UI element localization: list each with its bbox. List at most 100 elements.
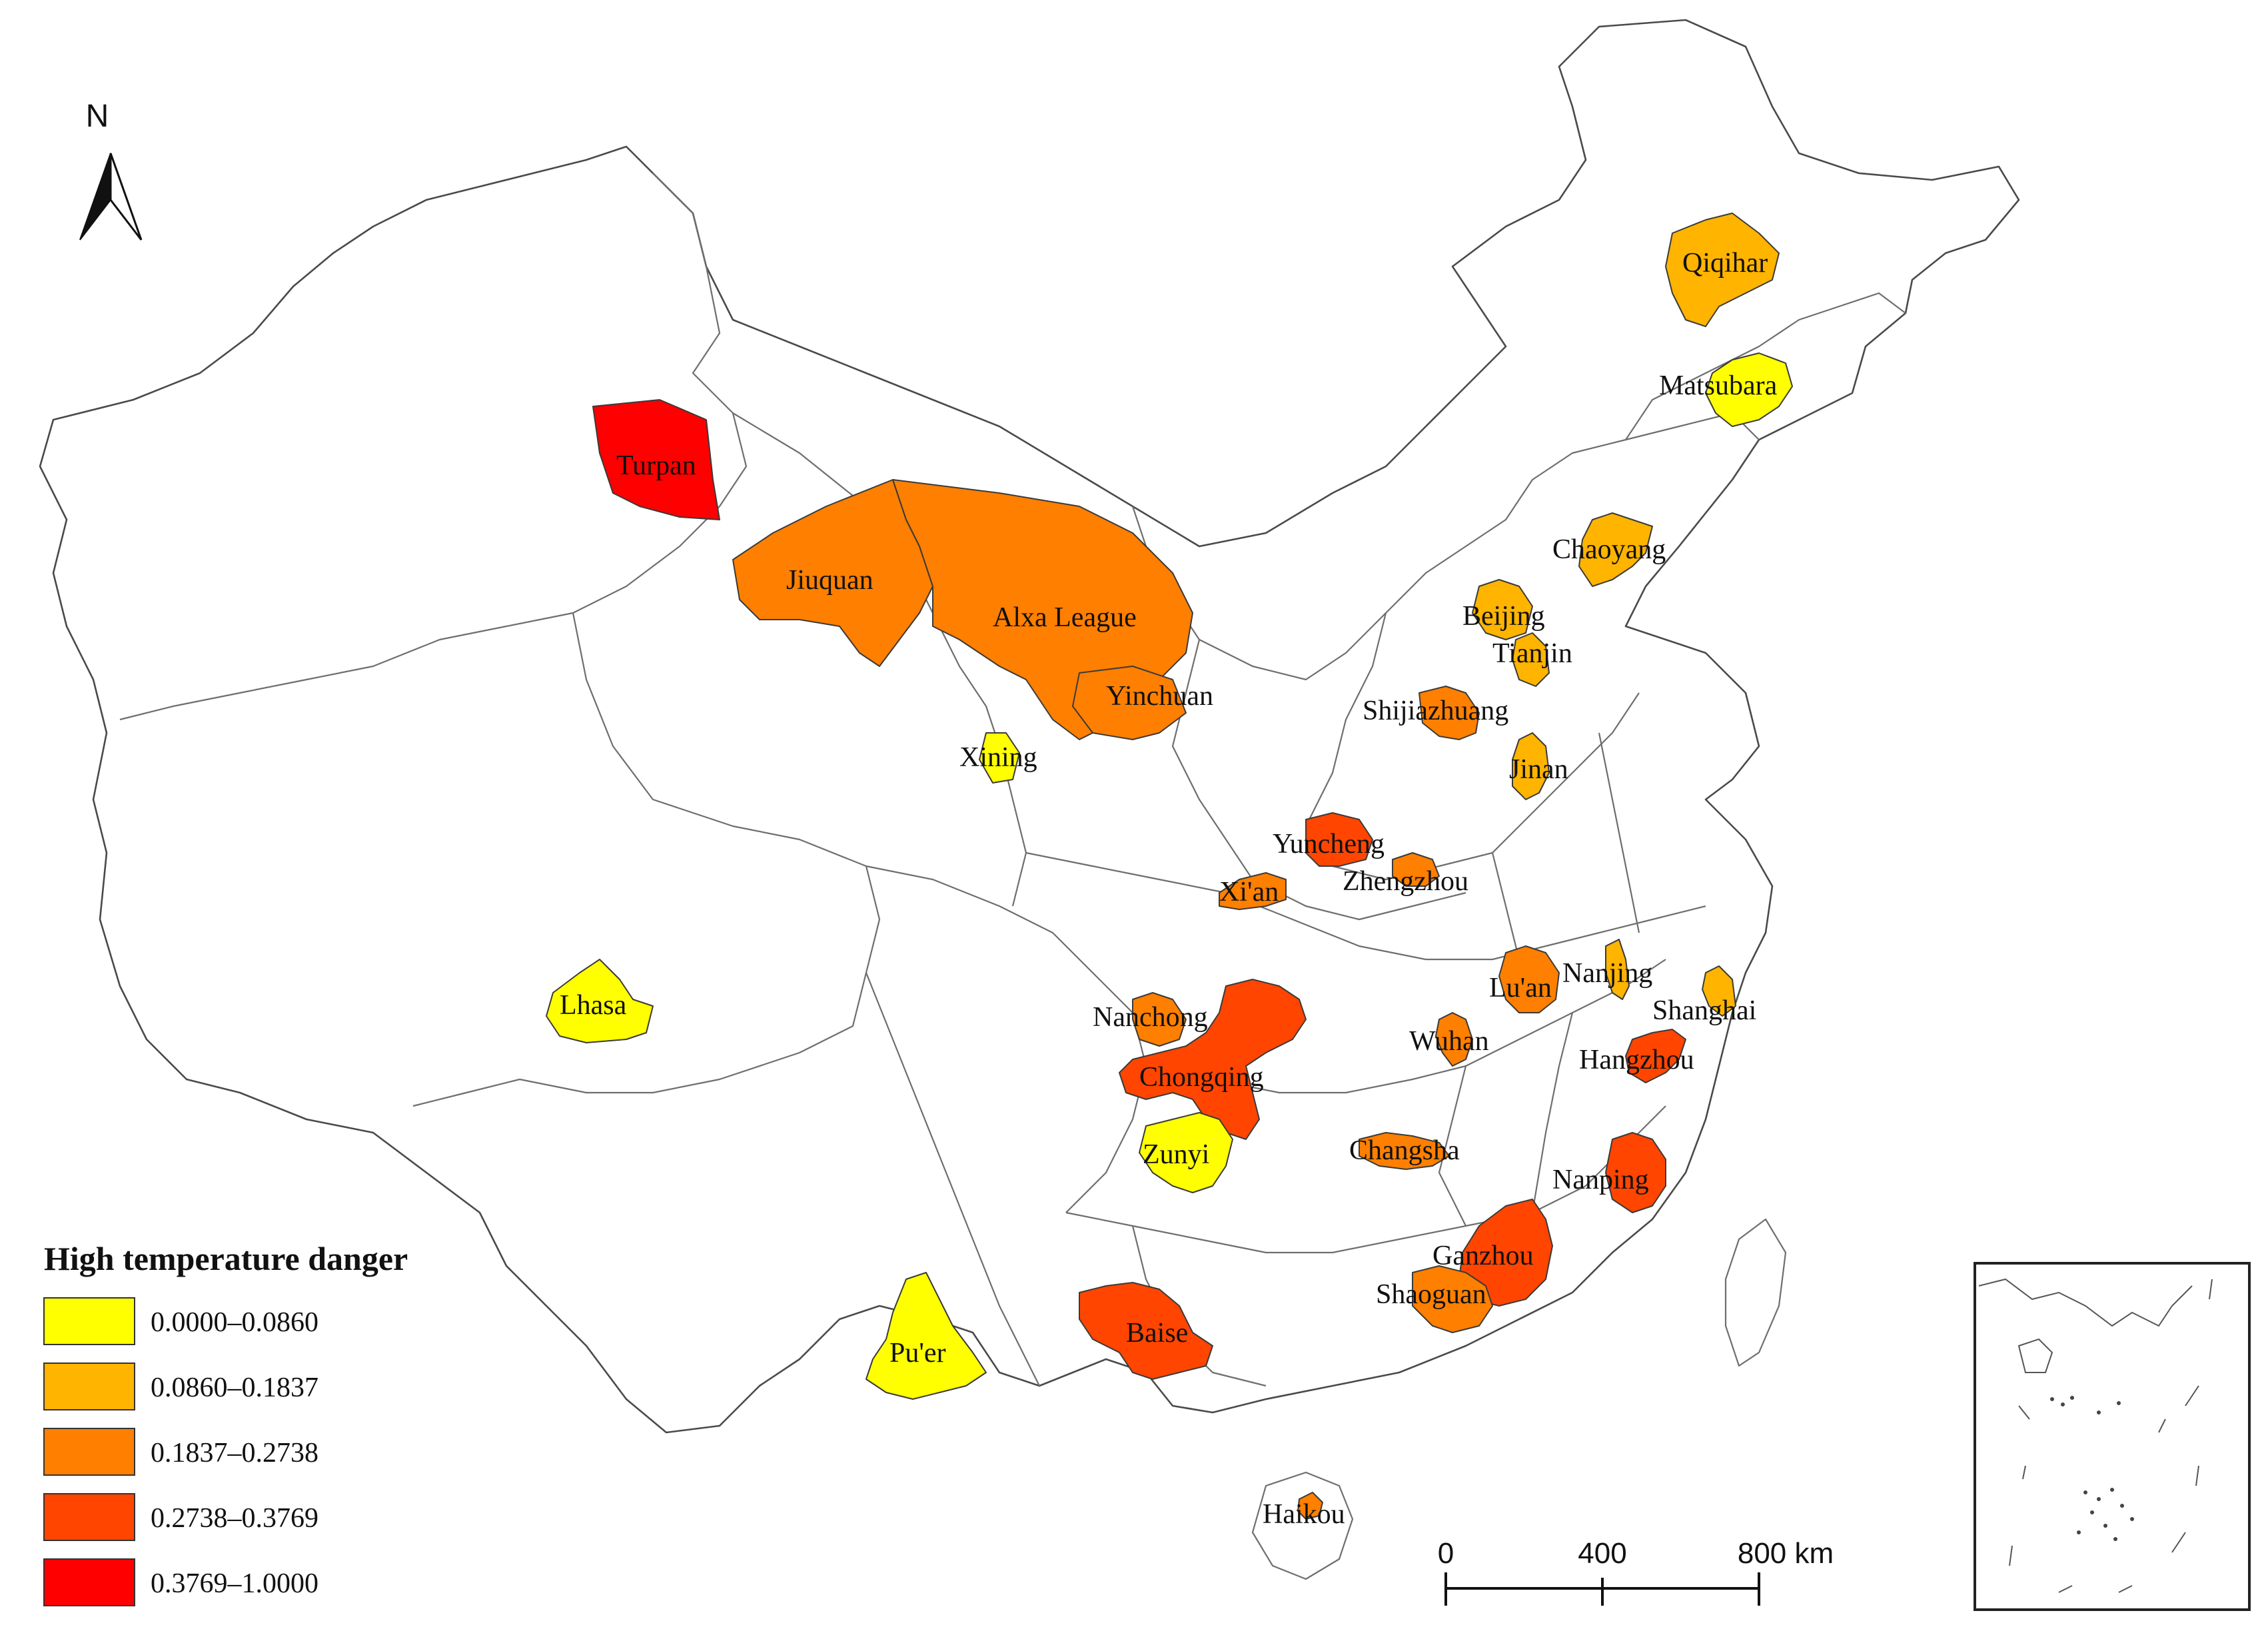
label-zhengzhou: Zhengzhou <box>1343 866 1468 897</box>
inset-frame <box>1974 1262 2251 1611</box>
region-yinchuan[interactable] <box>1072 666 1187 740</box>
label-xining: Xining <box>959 742 1037 773</box>
province-line-xinjiang-east <box>119 173 748 721</box>
province-line-central <box>1025 851 1706 961</box>
region-luan[interactable] <box>1498 945 1560 1013</box>
label-jiuquan: Jiuquan <box>786 565 873 596</box>
region-changsha[interactable] <box>1359 1132 1450 1170</box>
region-jiuquan[interactable] <box>732 479 933 667</box>
label-baise: Baise <box>1126 1318 1188 1349</box>
region-qiqihar[interactable] <box>1665 213 1780 327</box>
hainan-island <box>1251 1471 1354 1580</box>
inset-island-dots <box>2050 1396 2134 1541</box>
legend-swatch <box>43 1297 135 1345</box>
label-wuhan: Wuhan <box>1409 1026 1489 1057</box>
north-arrow-left-half <box>79 153 111 241</box>
legend-label: 0.2738–0.3769 <box>151 1503 318 1534</box>
label-nanjing: Nanjing <box>1562 958 1652 989</box>
scale-label-0: 0 <box>1438 1537 1454 1570</box>
region-puer[interactable] <box>865 1272 987 1400</box>
region-wuhan[interactable] <box>1435 1012 1473 1067</box>
legend-class-4: 0.3769–1.0000 <box>43 1558 318 1606</box>
label-alxa-league: Alxa League <box>993 602 1137 633</box>
region-baise[interactable] <box>1079 1282 1213 1380</box>
scale-label-400: 400 <box>1578 1537 1626 1570</box>
region-zunyi[interactable] <box>1139 1112 1233 1193</box>
region-matsubara[interactable] <box>1705 352 1793 427</box>
label-yinchuan: Yinchuan <box>1106 681 1213 712</box>
label-changsha: Changsha <box>1349 1135 1460 1166</box>
region-nanping[interactable] <box>1605 1132 1666 1213</box>
legend-swatch <box>43 1558 135 1606</box>
region-beijing[interactable] <box>1472 579 1533 640</box>
country-outline <box>39 19 2020 1434</box>
province-line-jiangxi-fujian <box>1438 1012 1574 1227</box>
north-arrow-label: N <box>86 99 109 134</box>
scale-label-800: 800 km <box>1738 1537 1834 1570</box>
region-zhengzhou[interactable] <box>1392 852 1440 887</box>
region-nanchong[interactable] <box>1132 992 1187 1047</box>
legend: High temperature danger 0.0000–0.0860 0.… <box>43 1240 408 1606</box>
legend-swatch <box>43 1363 135 1410</box>
label-tianjin: Tianjin <box>1492 638 1572 669</box>
label-shijiazhuang: Shijiazhuang <box>1363 696 1508 726</box>
region-nanjing[interactable] <box>1605 939 1630 1000</box>
province-line-sichuan <box>865 865 1147 1213</box>
region-lhasa[interactable] <box>546 959 654 1043</box>
label-chaoyang: Chaoyang <box>1552 534 1666 565</box>
region-shaoguan[interactable] <box>1412 1265 1493 1333</box>
region-shijiazhuang[interactable] <box>1418 686 1480 740</box>
region-xian[interactable] <box>1219 872 1287 910</box>
legend-label: 0.0860–0.1837 <box>151 1372 318 1403</box>
region-tianjin[interactable] <box>1512 632 1550 687</box>
region-yuncheng[interactable] <box>1305 812 1373 867</box>
province-line-qinghai-gansu <box>732 412 1027 907</box>
label-nanping: Nanping <box>1552 1165 1649 1195</box>
north-arrow-right-half <box>109 153 143 241</box>
legend-class-2: 0.1837–0.2738 <box>43 1428 318 1476</box>
city-regions <box>546 213 1793 1520</box>
province-line-south <box>1065 1105 1666 1254</box>
label-haikou: Haikou <box>1263 1499 1345 1530</box>
legend-class-1: 0.0860–0.1837 <box>43 1363 318 1410</box>
region-hangzhou[interactable] <box>1625 1029 1686 1083</box>
label-qiqihar: Qiqihar <box>1682 248 1768 278</box>
region-jinan[interactable] <box>1512 732 1550 800</box>
label-matsubara: Matsubara <box>1659 370 1778 401</box>
label-ganzhou: Ganzhou <box>1432 1241 1534 1271</box>
label-luan: Lu'an <box>1489 973 1552 1003</box>
scale-bar: 0 400 800 km <box>1438 1537 1834 1606</box>
region-turpan[interactable] <box>592 399 720 520</box>
city-labels: Turpan Jiuquan Alxa League Yinchuan Xini… <box>560 248 1778 1530</box>
label-xian: Xi'an <box>1219 877 1279 907</box>
label-lhasa: Lhasa <box>560 990 627 1021</box>
label-hangzhou: Hangzhou <box>1579 1045 1694 1075</box>
province-line-shanxi-shaanxi <box>1171 639 1466 921</box>
label-puer: Pu'er <box>889 1338 946 1368</box>
region-haikou[interactable] <box>1297 1492 1323 1520</box>
label-shanghai: Shanghai <box>1652 995 1756 1026</box>
legend-title: High temperature danger <box>44 1240 408 1277</box>
label-zunyi: Zunyi <box>1143 1139 1209 1170</box>
label-turpan: Turpan <box>616 450 696 481</box>
province-line-hebei <box>1305 612 1640 881</box>
province-line-yunnan-guangxi <box>865 972 1040 1386</box>
taiwan-island <box>1724 1218 1787 1367</box>
legend-label: 0.0000–0.0860 <box>151 1307 318 1338</box>
legend-swatch <box>43 1428 135 1476</box>
scale-bar-line <box>1444 1572 1760 1606</box>
region-shanghai[interactable] <box>1702 965 1736 1017</box>
legend-swatch <box>43 1493 135 1541</box>
legend-class-0: 0.0000–0.0860 <box>43 1297 318 1345</box>
label-yuncheng: Yuncheng <box>1273 829 1385 859</box>
label-shaoguan: Shaoguan <box>1376 1279 1486 1310</box>
north-arrow: N <box>79 99 143 241</box>
region-xining[interactable] <box>979 732 1020 784</box>
label-nanchong: Nanchong <box>1093 1002 1208 1033</box>
inset-coastline <box>1978 1278 2193 1373</box>
label-jinan: Jinan <box>1509 754 1568 785</box>
legend-class-3: 0.2738–0.3769 <box>43 1493 318 1541</box>
region-chaoyang[interactable] <box>1578 512 1653 587</box>
province-line-anhui-jiangsu <box>1491 732 1640 960</box>
